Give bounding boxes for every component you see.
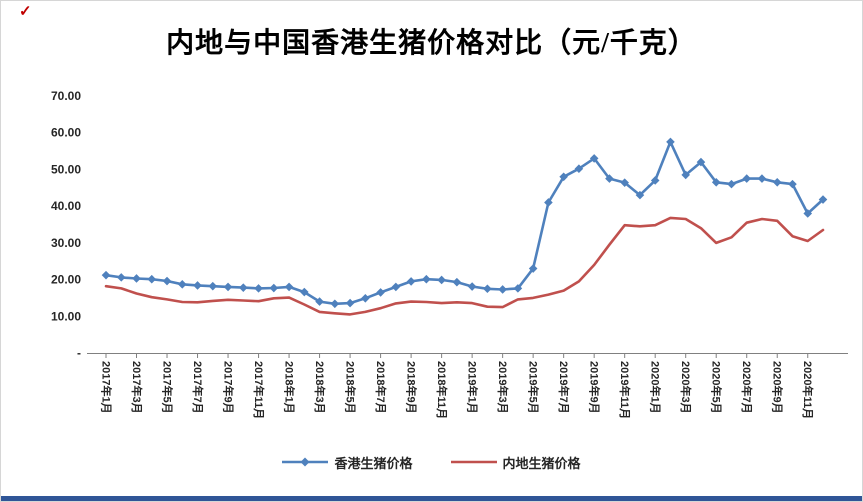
y-tick-label: 70.00 (51, 89, 81, 103)
bottom-blue-bar (1, 496, 862, 501)
y-tick-label: 10.00 (51, 309, 81, 323)
x-tick-label: 2020年7月 (740, 361, 754, 414)
x-tick-label: 2018年7月 (374, 361, 388, 414)
y-tick-label: 50.00 (51, 162, 81, 176)
y-tick-label: 60.00 (51, 126, 81, 140)
mainland-line-swatch (450, 460, 497, 464)
chart-title: 内地与中国香港生猪价格对比（元/千克） (166, 28, 697, 59)
x-tick-label: 2020年11月 (801, 361, 815, 419)
x-tick-label: 2020年1月 (649, 361, 663, 414)
hk-series-line (104, 140, 825, 306)
mainland-series-line (104, 216, 825, 316)
x-tick-label: 2017年9月 (222, 361, 236, 414)
x-tick-label: 2018年1月 (283, 361, 297, 414)
hk-series-markers (101, 137, 828, 309)
x-tick-label: 2017年3月 (130, 361, 144, 414)
y-tick-label: 30.00 (51, 236, 81, 250)
x-tick-label: 2017年5月 (161, 361, 175, 414)
x-tick-label: 2020年9月 (771, 361, 785, 414)
x-tick-label: 2019年5月 (527, 361, 541, 414)
legend: 香港生猪价格 内地生猪价格 (1, 450, 862, 474)
x-tick-label: 2019年7月 (557, 361, 571, 414)
x-tick-label: 2019年3月 (496, 361, 510, 414)
x-tick-label: 2020年3月 (679, 361, 693, 414)
x-tick-label: 2019年11月 (618, 361, 632, 419)
legend-item-hongkong: 香港生猪价格 (282, 453, 413, 472)
x-tick-label: 2018年11月 (435, 361, 449, 419)
red-check-mark: ✓ (19, 3, 32, 20)
x-tick-label: 2018年5月 (344, 361, 358, 414)
x-tick-label: 2017年11月 (252, 361, 266, 419)
x-tick-label: 2019年9月 (588, 361, 602, 414)
x-tick-label: 2017年1月 (100, 361, 114, 414)
y-tick-label: 40.00 (51, 199, 81, 213)
y-tick-label: - (77, 346, 81, 360)
x-tick-label: 2019年1月 (466, 361, 480, 414)
legend-item-mainland: 内地生猪价格 (450, 453, 581, 472)
x-tick-label: 2018年3月 (313, 361, 327, 414)
x-tick-label: 2020年5月 (710, 361, 724, 414)
x-tick-label: 2017年7月 (191, 361, 205, 414)
legend-label-hongkong: 香港生猪价格 (334, 455, 413, 471)
x-tick-label: 2018年9月 (405, 361, 419, 414)
hk-line-swatch (282, 457, 329, 467)
legend-label-mainland: 内地生猪价格 (502, 455, 581, 471)
y-tick-label: 20.00 (51, 273, 81, 287)
